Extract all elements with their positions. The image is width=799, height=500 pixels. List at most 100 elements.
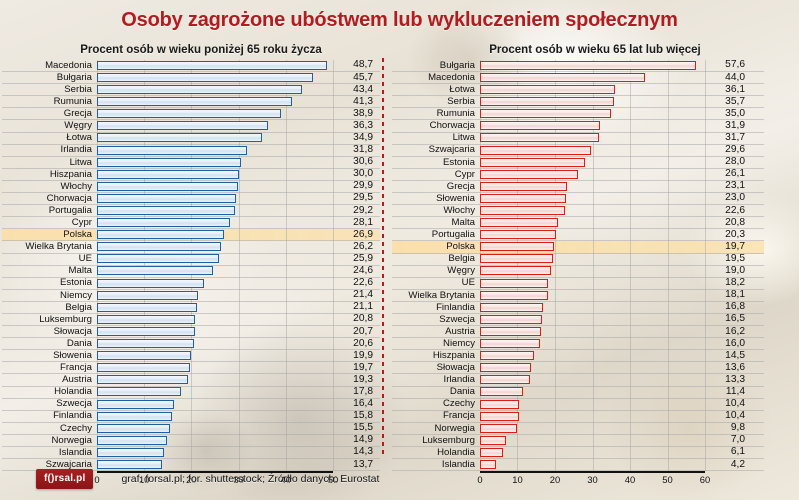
axis-tick-label: 20 bbox=[186, 474, 197, 486]
category-label: Islandia bbox=[58, 447, 92, 458]
bar bbox=[480, 133, 599, 143]
axis-tick-label: 50 bbox=[662, 474, 673, 486]
value-label: 28,1 bbox=[353, 216, 373, 228]
bar-track bbox=[480, 95, 706, 108]
category-label: Austria bbox=[62, 375, 92, 385]
category-label: Włochy bbox=[443, 205, 475, 216]
table-row: Serbia 43,4 bbox=[2, 83, 380, 97]
chart-rows-right: Bułgaria 57,6 Macedonia 44,0 Łotwa 36,1 Serbia… bbox=[392, 59, 764, 472]
category-label: Islandia bbox=[441, 459, 475, 470]
bar bbox=[97, 60, 327, 70]
bar bbox=[97, 351, 191, 361]
table-row: Bułgaria 45,7 bbox=[2, 71, 380, 85]
category-label: Wielka Brytania bbox=[25, 242, 92, 252]
bar bbox=[97, 278, 204, 288]
forsal-logo[interactable]: f()rsal.pl bbox=[36, 469, 94, 489]
category-label: Słowacja bbox=[436, 363, 475, 373]
axis-tick-label: 30 bbox=[587, 474, 598, 486]
table-row: Belgia 19,5 bbox=[392, 253, 764, 266]
bar-track bbox=[480, 277, 706, 290]
bar bbox=[480, 459, 496, 469]
table-row: Estonia 28,0 bbox=[392, 156, 764, 169]
axis-tick-label: 20 bbox=[549, 474, 561, 486]
bar bbox=[97, 423, 171, 433]
table-row: Austria 19,3 bbox=[2, 373, 380, 387]
table-row: Finlandia 15,8 bbox=[2, 410, 380, 423]
value-label: 16,5 bbox=[725, 313, 745, 325]
bar-track bbox=[480, 337, 706, 350]
value-label: 17,8 bbox=[353, 385, 373, 397]
gridlines bbox=[480, 446, 706, 459]
category-label: Grecja bbox=[63, 109, 92, 119]
table-row: Czechy 15,5 bbox=[2, 422, 380, 435]
bar bbox=[480, 266, 552, 276]
bar bbox=[97, 181, 239, 191]
bar bbox=[480, 242, 554, 252]
bar bbox=[480, 314, 542, 324]
table-row: Norwegia 9,8 bbox=[392, 422, 764, 435]
value-label: 10,4 bbox=[725, 410, 745, 422]
category-label: Serbia bbox=[64, 84, 92, 95]
bar-track bbox=[97, 337, 334, 350]
bar bbox=[97, 435, 168, 445]
category-label: Dania bbox=[449, 387, 475, 397]
table-row: Malta 20,8 bbox=[392, 216, 764, 230]
bar bbox=[97, 290, 198, 300]
table-row: Portugalia 29,2 bbox=[2, 204, 380, 218]
bar-track bbox=[97, 204, 334, 217]
table-row: Niemcy 16,0 bbox=[392, 337, 764, 351]
table-row: Węgry 19,0 bbox=[392, 265, 764, 278]
category-label: Cypr bbox=[454, 169, 475, 180]
bar-track bbox=[97, 119, 334, 133]
page-title: Osoby zagrożone ubóstwem lub wykluczenie… bbox=[121, 9, 678, 31]
value-label: 24,6 bbox=[353, 265, 373, 277]
value-label: 20,6 bbox=[353, 337, 373, 349]
value-label: 29,5 bbox=[353, 192, 373, 204]
bar bbox=[480, 145, 591, 155]
bar-track bbox=[480, 253, 706, 266]
value-label: 20,7 bbox=[353, 325, 373, 337]
bar bbox=[480, 181, 567, 191]
bar-track bbox=[97, 132, 334, 145]
bar bbox=[97, 447, 165, 457]
category-label: Słowenia bbox=[436, 193, 475, 204]
value-label: 19,0 bbox=[725, 265, 745, 277]
category-label: Szwecja bbox=[439, 314, 475, 325]
bar bbox=[97, 193, 237, 203]
bar-track bbox=[97, 95, 334, 108]
category-label: Estonia bbox=[60, 278, 92, 289]
value-label: 14,5 bbox=[725, 349, 745, 361]
bar-track bbox=[97, 349, 334, 362]
value-label: 25,9 bbox=[353, 252, 373, 264]
value-label: 48,7 bbox=[353, 59, 373, 71]
bar-track bbox=[480, 216, 706, 229]
bar-track bbox=[97, 422, 334, 435]
category-label: Hiszpania bbox=[49, 169, 92, 180]
axis-tick-label: 10 bbox=[138, 474, 150, 486]
category-label: Malta bbox=[451, 217, 475, 228]
bar-track bbox=[97, 373, 334, 387]
bar bbox=[97, 375, 189, 385]
table-row: Szwecja 16,5 bbox=[392, 313, 764, 327]
table-row: Hiszpania 30,0 bbox=[2, 168, 380, 181]
bar-track bbox=[480, 325, 706, 338]
bar-track bbox=[480, 71, 706, 84]
table-row: Szwajcaria 29,6 bbox=[392, 144, 764, 157]
value-label: 16,2 bbox=[725, 325, 745, 337]
table-row: Serbia 35,7 bbox=[392, 95, 764, 109]
value-label: 14,3 bbox=[353, 446, 373, 458]
bar-track bbox=[480, 301, 706, 314]
category-label: Wielka Brytania bbox=[408, 290, 475, 301]
table-row: Luksemburg 20,8 bbox=[2, 313, 380, 327]
value-label: 26,1 bbox=[725, 168, 745, 180]
bar bbox=[480, 375, 530, 385]
bar bbox=[480, 85, 616, 95]
category-label: Serbia bbox=[447, 97, 475, 107]
table-row: Rumunia 41,3 bbox=[2, 95, 380, 109]
category-label: Macedonia bbox=[428, 72, 475, 83]
table-row: Macedonia 44,0 bbox=[392, 71, 764, 85]
value-label: 20,8 bbox=[353, 313, 373, 325]
chart-title-left: Procent osób w wieku poniżej 65 roku życ… bbox=[80, 44, 322, 56]
category-label: Finlandia bbox=[53, 411, 92, 422]
axis-tick-label: 30 bbox=[233, 474, 244, 486]
